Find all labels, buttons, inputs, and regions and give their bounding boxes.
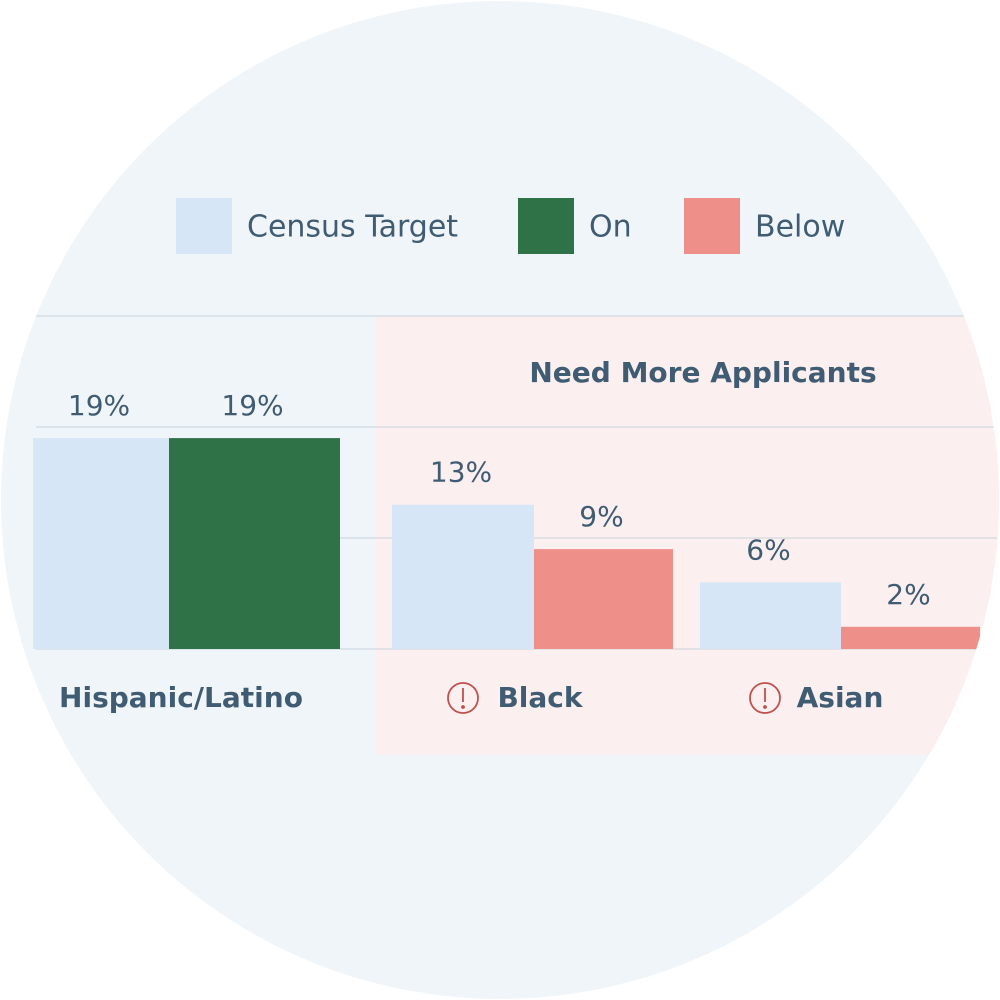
bar [841, 626, 980, 649]
warning-icon [447, 682, 479, 714]
bar [169, 438, 340, 649]
bar [33, 438, 169, 649]
legend-swatch [684, 198, 740, 254]
legend-label: On [589, 210, 632, 245]
legend-label: Census Target [247, 210, 458, 245]
annotation: Need More Applicants [529, 356, 876, 389]
legend-swatch [176, 198, 232, 254]
category-label: Black [497, 681, 583, 714]
bar [392, 504, 534, 649]
category-label: Asian [797, 681, 884, 714]
value-label: 13% [430, 456, 492, 489]
value-label: 2% [886, 578, 930, 611]
legend-label: Below [755, 210, 845, 245]
bar [700, 582, 841, 649]
warning-icon [749, 682, 781, 714]
legend-swatch [518, 198, 574, 254]
value-label: 19% [68, 389, 130, 422]
value-label: 19% [221, 389, 283, 422]
category-label: Hispanic/Latino [59, 681, 303, 714]
value-label: 9% [579, 500, 623, 533]
value-label: 6% [746, 533, 790, 566]
bar [534, 549, 673, 649]
